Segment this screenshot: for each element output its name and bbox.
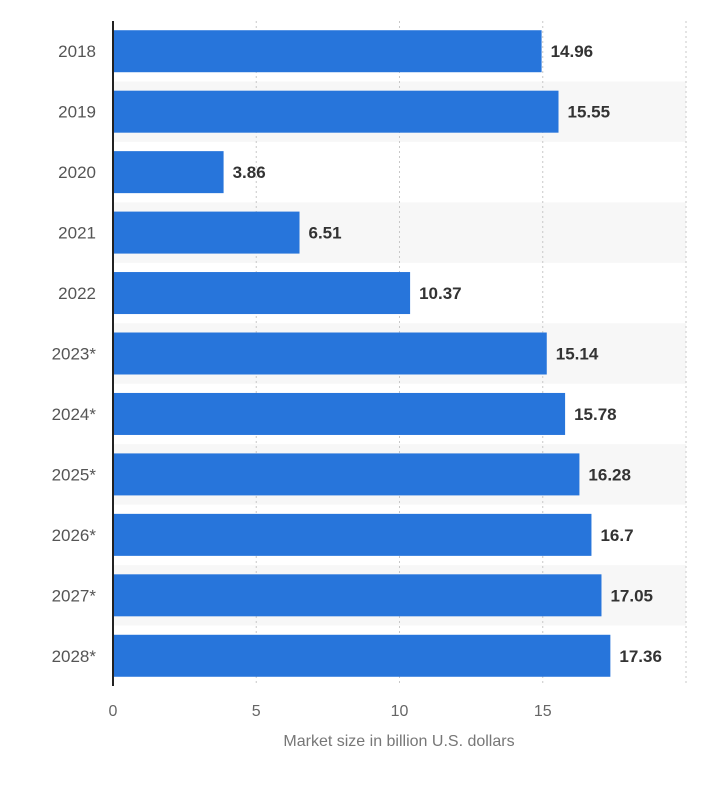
x-tick-label: 0 [109, 703, 118, 720]
category-labels: 2018 2019 2020 2021 2022 2023* 2024* 2025* 2026*… [52, 42, 97, 666]
bar [113, 513, 592, 556]
value-label: 10.37 [419, 284, 462, 303]
value-label: 16.28 [588, 465, 631, 484]
category-label: 2027* [52, 586, 97, 605]
x-tick-label: 15 [534, 703, 552, 720]
bar [113, 332, 547, 375]
category-label: 2021 [58, 224, 96, 243]
value-label: 17.05 [610, 586, 653, 605]
category-label: 2028* [52, 647, 97, 666]
category-label: 2022 [58, 284, 96, 303]
value-label: 3.86 [233, 163, 266, 182]
bars [113, 30, 611, 677]
value-label: 15.55 [568, 103, 611, 122]
x-axis-title: Market size in billion U.S. dollars [283, 733, 514, 750]
bar [113, 272, 411, 315]
value-label: 14.96 [551, 42, 594, 61]
value-labels: 14.96 15.55 3.86 6.51 10.37 15.14 15.78 16.28 16… [233, 42, 662, 666]
category-label: 2020 [58, 163, 96, 182]
bar [113, 151, 224, 194]
value-label: 15.78 [574, 405, 617, 424]
value-label: 17.36 [619, 647, 662, 666]
value-label: 16.7 [600, 526, 633, 545]
bar [113, 634, 611, 677]
x-tick-labels: 0 5 10 15 [109, 703, 552, 720]
category-label: 2025* [52, 465, 97, 484]
category-label: 2018 [58, 42, 96, 61]
bar [113, 574, 602, 617]
category-label: 2023* [52, 345, 97, 364]
bar [113, 211, 300, 254]
category-label: 2026* [52, 526, 97, 545]
bar [113, 392, 566, 435]
x-tick-label: 10 [391, 703, 409, 720]
bar [113, 90, 559, 133]
category-label: 2019 [58, 103, 96, 122]
bar [113, 453, 580, 496]
category-label: 2024* [52, 405, 97, 424]
bar [113, 30, 542, 73]
value-label: 15.14 [556, 345, 599, 364]
x-tick-label: 5 [252, 703, 261, 720]
value-label: 6.51 [309, 224, 342, 243]
